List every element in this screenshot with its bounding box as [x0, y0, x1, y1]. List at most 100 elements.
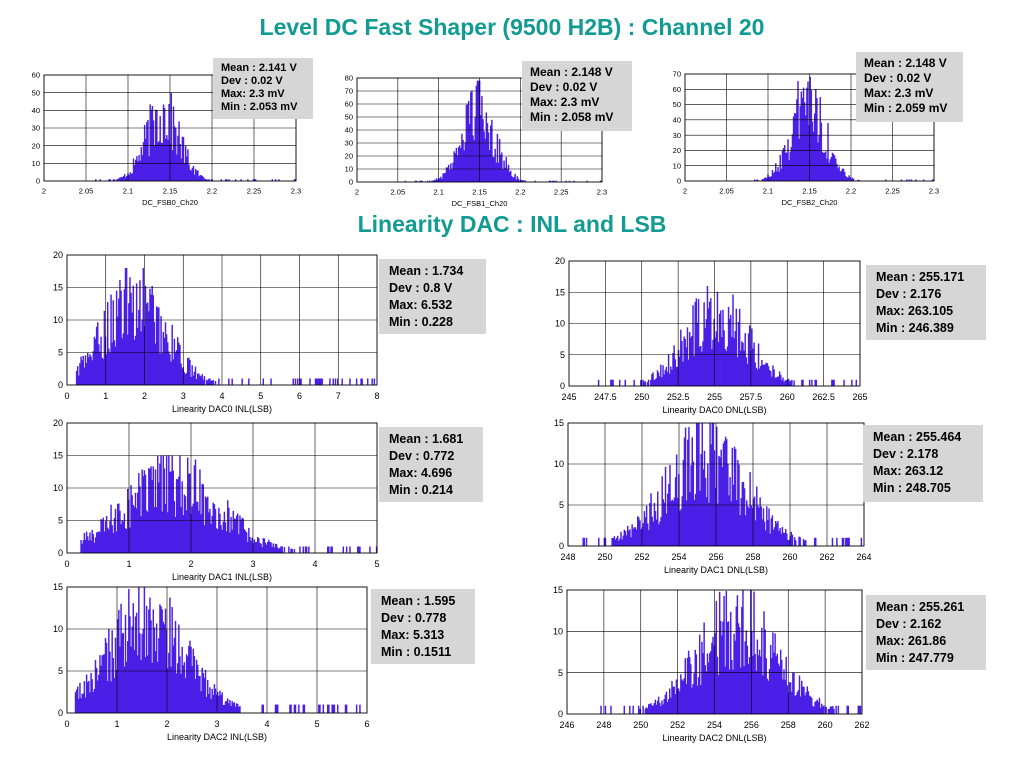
histogram-bar	[740, 350, 742, 386]
histogram-bar	[766, 506, 768, 546]
histogram-bar	[653, 380, 655, 386]
histogram-bar	[114, 508, 117, 553]
histogram-bar	[843, 171, 846, 181]
histogram-bar	[170, 471, 172, 553]
histogram-bar	[117, 179, 119, 181]
stat-max: Max: 2.3 mV	[221, 88, 285, 100]
histogram-bar	[97, 531, 99, 553]
histogram-bar	[790, 381, 792, 386]
histogram-bar	[714, 487, 717, 546]
histogram-bar	[449, 169, 451, 182]
histogram-bar	[726, 346, 729, 386]
histogram-bar	[686, 657, 689, 714]
histogram-bar	[463, 150, 465, 182]
histogram-bar	[123, 666, 126, 713]
histogram-bar	[109, 352, 111, 385]
histogram-bar	[703, 622, 705, 714]
histogram-bar	[90, 540, 92, 553]
histogram-bar	[455, 147, 458, 182]
histogram-bar	[814, 702, 816, 714]
x-tick-label: 6	[364, 719, 369, 729]
histogram-bar	[275, 543, 278, 553]
histogram-bar	[680, 508, 682, 546]
histogram-bar	[677, 350, 680, 386]
histogram-bar	[112, 658, 115, 713]
histogram-bar	[112, 533, 115, 553]
histogram-bar	[261, 704, 263, 713]
histogram-bar	[859, 705, 862, 714]
histogram-bar	[810, 697, 813, 714]
y-tick-label: 10	[553, 626, 563, 636]
histogram-bar	[485, 112, 488, 182]
stat-mean: Mean : 2.148 V	[864, 56, 947, 70]
histogram-bar	[95, 667, 98, 713]
histogram-bar	[183, 494, 186, 553]
histogram-bar	[801, 97, 804, 181]
histogram-bar	[157, 142, 159, 181]
histogram-bar	[738, 308, 741, 386]
histogram-bar	[174, 620, 177, 713]
histogram-bar	[733, 633, 735, 714]
histogram-bar	[145, 605, 148, 713]
histogram-bar	[173, 637, 176, 713]
histogram-bar	[269, 541, 271, 553]
histogram-bar	[195, 379, 198, 385]
histogram-bar	[761, 627, 763, 714]
histogram-bar	[91, 360, 93, 385]
histogram-bar	[826, 158, 828, 181]
histogram-bar	[263, 538, 266, 553]
y-tick-label: 40	[32, 106, 40, 115]
histogram-bar	[722, 443, 725, 546]
x-axis-label: DC_FSB1_Ch20	[452, 199, 508, 208]
histogram-bar	[101, 655, 103, 713]
histogram-bar	[294, 378, 297, 385]
histogram-bar	[93, 336, 96, 385]
histogram-bar	[762, 364, 764, 386]
y-tick-label: 50	[673, 100, 681, 109]
y-tick-label: 15	[555, 287, 565, 297]
x-axis-label: Linearity DAC2 INL(LSB)	[167, 732, 267, 742]
histogram-bar	[140, 660, 142, 713]
histogram-bar	[157, 455, 159, 553]
histogram-bar	[692, 461, 695, 546]
histogram-bar	[447, 164, 450, 182]
histogram-bar	[744, 515, 747, 546]
histogram-bar	[358, 546, 360, 553]
histogram-bar	[695, 654, 698, 714]
histogram-bar	[681, 340, 683, 386]
histogram-bar	[204, 179, 207, 181]
histogram-bar	[168, 103, 170, 181]
histogram-bar	[98, 674, 100, 713]
histogram-bar	[151, 479, 153, 553]
histogram-bar	[218, 695, 220, 713]
histogram-bar	[142, 142, 145, 181]
histogram-bar	[444, 173, 447, 182]
histogram-bar	[649, 703, 651, 714]
stat-min: Min : 2.053 mV	[221, 101, 298, 113]
histogram-bar	[167, 342, 169, 385]
y-tick-label: 30	[345, 139, 353, 148]
histogram-bar	[748, 325, 751, 386]
x-tick-label: 2.3	[597, 188, 607, 197]
y-tick-label: 15	[553, 585, 563, 595]
histogram-bar	[736, 595, 739, 714]
histogram-bar	[758, 368, 761, 386]
histogram-bar	[122, 333, 125, 385]
histogram-bar	[115, 290, 118, 385]
histogram-bar	[119, 510, 121, 553]
histogram-bar	[105, 642, 108, 713]
histogram-bar	[720, 310, 722, 386]
histogram-bar	[83, 367, 86, 385]
histogram-bar	[204, 496, 207, 553]
histogram-bar	[153, 506, 156, 553]
histogram-bar	[633, 379, 635, 386]
stats-box-dac0-inl: Mean : 1.734 Dev : 0.8 V Max: 6.532 Min …	[379, 259, 486, 334]
histogram-bar	[713, 319, 715, 386]
histogram-bar	[229, 532, 231, 553]
histogram-bar	[168, 455, 170, 553]
histogram-bar	[788, 539, 790, 546]
histogram-bar	[194, 679, 197, 713]
histogram-bar	[661, 476, 663, 546]
histogram-bar	[705, 671, 708, 714]
histogram-bar	[162, 455, 165, 553]
